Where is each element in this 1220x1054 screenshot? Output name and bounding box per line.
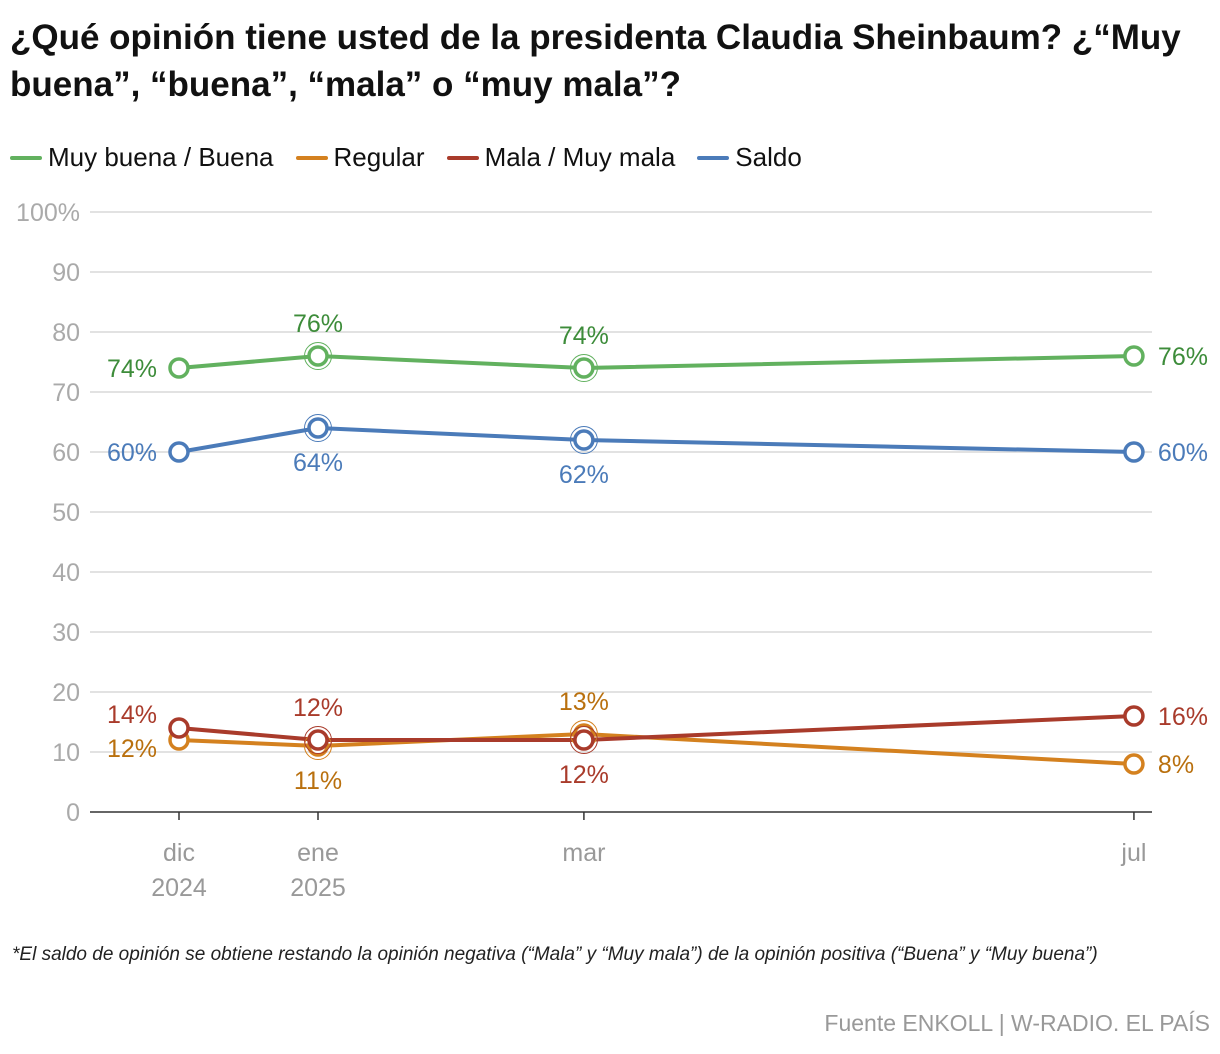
data-point-halo [304,726,332,754]
data-point [1123,441,1145,463]
data-point-halo [569,426,598,454]
legend-swatch [295,155,328,160]
data-point-halo [304,342,332,370]
data-point [168,441,190,463]
y-tick-label: 70 [52,379,80,407]
line-chart: 0 10 20 30 40 50 60 70 80 90 100% dic 2024 ene 2025 mar… [16,199,1208,902]
data-point [307,729,329,751]
series-line-2 [178,714,1135,742]
y-tick-label: 0 [66,799,80,827]
y-tick-label: 60 [52,439,80,467]
data-point [573,357,595,379]
y-tick-label: 80 [52,319,80,347]
data-point [307,345,329,367]
data-label: 64% [293,449,343,477]
legend-item: Saldo [697,142,802,173]
data-label: 60% [1158,439,1208,467]
x-tick-label: mar [562,839,605,867]
data-point [168,717,190,739]
y-tick-label: 30 [52,619,80,647]
legend-item: Mala / Muy mala [446,142,676,173]
data-point [307,417,329,439]
x-tick-label: dic [163,839,195,867]
data-point [573,429,595,451]
legend: Muy buena / Buena Regular Mala / Muy mala S… [10,142,802,173]
source-credit: Fuente ENKOLL | W-RADIO. EL PAÍS [824,1010,1210,1036]
data-point [573,729,595,751]
legend-swatch [10,155,42,160]
legend-label: Muy buena / Buena [48,142,274,172]
legend-swatch [697,155,730,160]
y-tick-label: 90 [52,259,80,287]
legend-label: Mala / Muy mala [484,142,676,172]
data-label: 11% [294,767,342,795]
series-line-0 [178,354,1134,370]
footnote: *El saldo de opinión se obtiene restando… [12,944,1098,965]
data-point [168,357,190,379]
data-label: 8% [1158,751,1194,779]
data-label: 16% [1158,703,1208,731]
data-label: 62% [559,461,609,489]
legend-label: Regular [333,142,425,172]
data-label: 74% [107,355,157,383]
x-tick-label: ene [297,839,339,867]
data-label: 60% [107,439,157,467]
data-point [1123,753,1145,775]
chart-title: ¿Qué opinión tiene usted de la president… [10,18,1181,104]
legend-item: Regular [295,142,425,173]
y-tick-label: 20 [52,679,80,707]
y-tick-label: 100% [16,199,80,227]
legend-swatch [446,155,479,160]
y-tick-label: 50 [52,499,80,527]
x-tick-label: jul [1120,839,1146,867]
x-tick-label: 2024 [151,874,207,902]
data-point [1123,705,1145,727]
y-tick-label: 10 [52,739,80,767]
data-point-halo [569,726,598,754]
data-point [1123,345,1145,367]
y-tick-label: 40 [52,559,80,587]
data-point-halo [304,414,332,442]
data-label: 12% [559,761,609,789]
series-line-3 [178,426,1134,454]
legend-label: Saldo [735,142,802,172]
data-label: 12% [107,735,157,763]
data-point-halo [569,354,598,382]
data-label: 76% [293,310,343,338]
data-label: 74% [559,322,609,350]
data-label: 14% [107,701,157,729]
legend-item: Muy buena / Buena [10,142,274,173]
data-label: 12% [293,694,343,722]
data-label: 76% [1158,343,1208,371]
x-tick-label: 2025 [290,874,346,902]
data-label: 13% [559,688,609,716]
